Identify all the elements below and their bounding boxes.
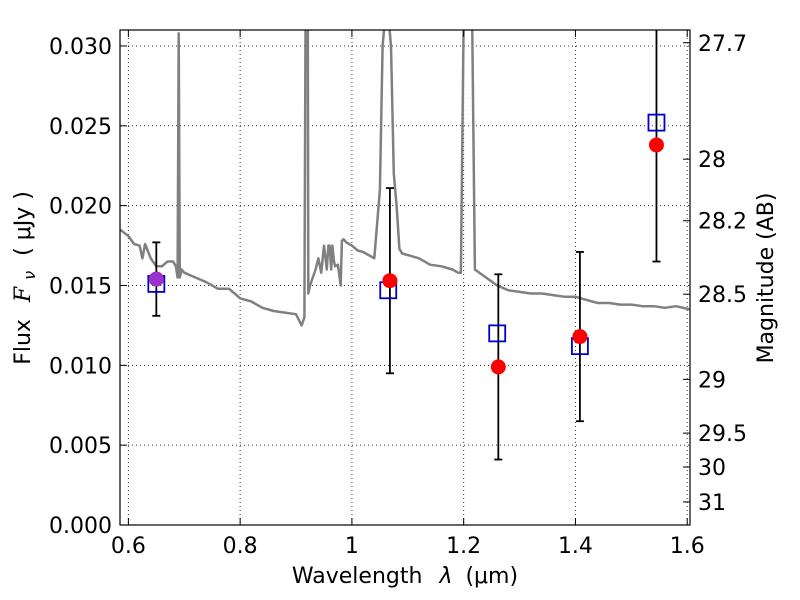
y2-tick-label: 27.7	[698, 32, 747, 57]
y-tick-label: 0.000	[49, 514, 112, 539]
y-tick-label: 0.015	[49, 274, 112, 299]
y-axis-ticks: 0.000 0.005 0.010 0.015 0.020 0.025 0.030	[49, 35, 127, 539]
errorbar-layer	[152, 30, 661, 461]
y-tick-label: 0.005	[49, 434, 112, 459]
y2-tick-label: 28.2	[698, 210, 747, 235]
x-axis-ticks: 0.6 0.8 1 1.2 1.4 1.6	[111, 30, 705, 559]
y-tick-label: 0.010	[49, 354, 112, 379]
grid-lines	[120, 30, 690, 526]
y-axis-label-symbol: F	[11, 286, 36, 303]
x-tick-label: 1	[345, 534, 359, 559]
observed-layer	[148, 137, 664, 375]
y-tick-label: 0.020	[49, 195, 112, 220]
sed-spectrum-line	[120, 30, 690, 327]
y-axis-label-subscript: ν	[20, 271, 39, 280]
y2-tick-label: 28.5	[698, 283, 747, 308]
x-tick-label: 1.4	[558, 534, 593, 559]
observed-point	[648, 137, 664, 153]
y2-tick-label: 29.5	[698, 422, 747, 447]
y2-tick-label: 31	[698, 491, 726, 516]
y2-tick-label: 28	[698, 148, 726, 173]
x-axis-label-symbol: λ	[438, 564, 452, 589]
y2-tick-label: 30	[698, 456, 726, 481]
spectrum-layer	[120, 30, 690, 327]
x-axis-label: Wavelength λ (μm)	[292, 564, 518, 589]
y-tick-label: 0.025	[49, 115, 112, 140]
model-layer	[147, 113, 666, 356]
x-tick-label: 0.8	[223, 534, 258, 559]
observed-point	[382, 273, 398, 289]
x-axis-label-unit: (μm)	[465, 564, 518, 589]
x-tick-label: 1.6	[670, 534, 705, 559]
plot-frame	[119, 29, 691, 526]
y2-tick-label: 29	[698, 368, 726, 393]
x-tick-label: 0.6	[111, 534, 146, 559]
model-square	[647, 113, 666, 132]
y-axis-label: Flux F ν ( μJy )	[11, 191, 41, 365]
y2-axis-label: Magnitude (AB)	[754, 193, 779, 364]
y2-axis-ticks: 27.7 28 28.2 28.5 29 29.5 30 31	[683, 32, 747, 516]
y-axis-label-unit: ( μJy )	[11, 191, 36, 256]
observed-point	[572, 329, 588, 345]
y-axis-label-text: Flux	[11, 319, 36, 365]
overlap-point	[148, 271, 164, 287]
observed-point	[490, 359, 506, 375]
y-tick-label: 0.030	[49, 35, 112, 60]
model-square	[488, 324, 507, 343]
x-tick-label: 1.2	[446, 534, 481, 559]
x-axis-label-text: Wavelength	[292, 564, 423, 589]
